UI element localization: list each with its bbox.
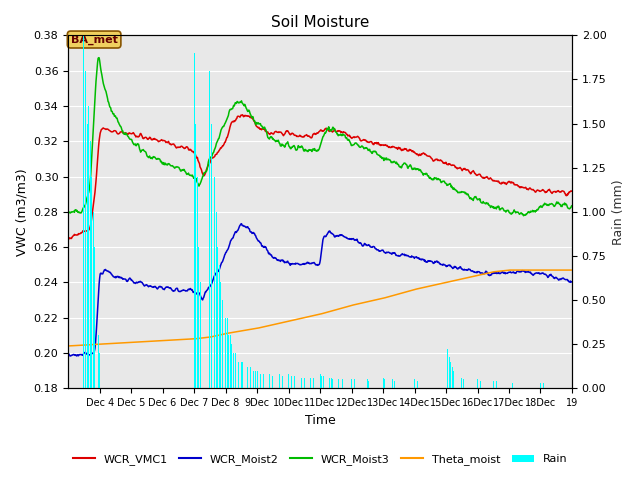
Y-axis label: VWC (m3/m3): VWC (m3/m3) xyxy=(15,168,28,256)
Bar xyxy=(445,344,447,388)
Bar xyxy=(269,374,270,388)
Text: BA_met: BA_met xyxy=(70,35,118,45)
Bar xyxy=(83,36,84,388)
Bar xyxy=(220,282,221,388)
Bar xyxy=(449,357,450,388)
Bar xyxy=(209,71,211,388)
Bar xyxy=(195,123,196,388)
Bar xyxy=(219,265,220,388)
Bar xyxy=(235,353,236,388)
Bar xyxy=(463,380,464,388)
Bar xyxy=(543,383,544,388)
Bar xyxy=(384,380,385,388)
Bar xyxy=(223,300,225,388)
Bar xyxy=(85,71,86,388)
Bar xyxy=(480,381,481,388)
Bar xyxy=(496,381,497,388)
Bar xyxy=(540,383,541,388)
Bar xyxy=(212,159,214,388)
Bar xyxy=(392,380,393,388)
Y-axis label: Rain (mm): Rain (mm) xyxy=(612,179,625,245)
Bar xyxy=(321,376,322,388)
Bar xyxy=(331,378,332,388)
Bar xyxy=(255,371,256,388)
Bar xyxy=(211,123,212,388)
Bar xyxy=(323,376,324,388)
Bar xyxy=(247,367,248,388)
Bar xyxy=(97,336,99,388)
Bar xyxy=(329,378,330,388)
Bar xyxy=(90,141,91,388)
Bar xyxy=(227,318,228,388)
Bar xyxy=(194,53,195,388)
Bar xyxy=(217,247,218,388)
Bar xyxy=(263,374,264,388)
Bar xyxy=(477,380,478,388)
Bar xyxy=(417,381,418,388)
Bar xyxy=(291,376,292,388)
Bar xyxy=(253,371,255,388)
Bar xyxy=(447,349,448,388)
Title: Soil Moisture: Soil Moisture xyxy=(271,15,369,30)
Bar xyxy=(233,353,234,388)
Bar xyxy=(282,376,283,388)
Bar xyxy=(196,177,198,388)
Bar xyxy=(310,378,311,388)
Legend: WCR_VMC1, WCR_Moist2, WCR_Moist3, Theta_moist, Rain: WCR_VMC1, WCR_Moist2, WCR_Moist3, Theta_… xyxy=(68,450,572,469)
Bar xyxy=(230,336,231,388)
Bar xyxy=(86,123,88,388)
Bar xyxy=(88,106,89,388)
Bar xyxy=(93,212,94,388)
Bar xyxy=(228,336,229,388)
Bar xyxy=(332,380,333,388)
Bar xyxy=(200,282,201,388)
Bar xyxy=(214,177,215,388)
Bar xyxy=(461,378,462,388)
Bar xyxy=(414,380,415,388)
X-axis label: Time: Time xyxy=(305,414,335,427)
Bar xyxy=(354,380,355,388)
Bar xyxy=(225,318,226,388)
Bar xyxy=(198,247,199,388)
Bar xyxy=(99,353,100,388)
Bar xyxy=(319,374,321,388)
Bar xyxy=(367,380,368,388)
Bar xyxy=(278,374,280,388)
Bar xyxy=(453,371,454,388)
Bar xyxy=(511,383,513,388)
Bar xyxy=(304,378,305,388)
Bar xyxy=(250,367,252,388)
Bar xyxy=(241,362,242,388)
Bar xyxy=(351,380,352,388)
Bar xyxy=(222,300,223,388)
Bar xyxy=(237,362,239,388)
Bar xyxy=(294,376,295,388)
Bar xyxy=(288,374,289,388)
